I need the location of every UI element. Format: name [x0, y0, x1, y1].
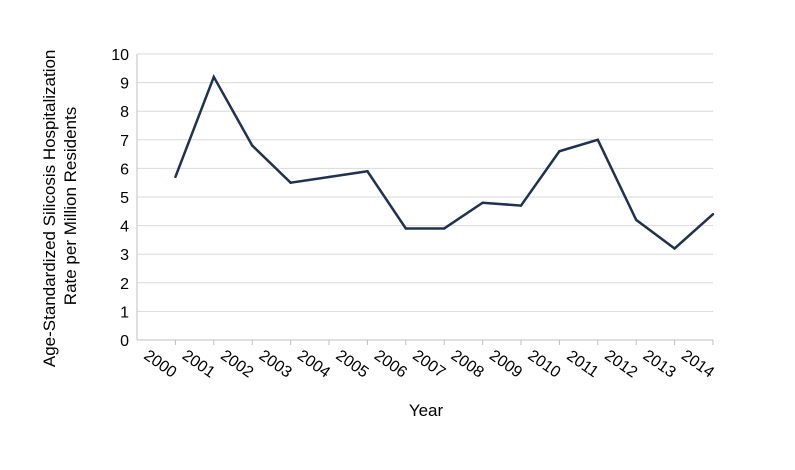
x-tick-label: 2009 — [486, 347, 525, 381]
data-point — [174, 175, 177, 179]
x-tick-label: 2000 — [141, 347, 180, 381]
data-point — [289, 181, 292, 184]
data-point — [251, 144, 254, 147]
y-tick-label: 6 — [120, 161, 129, 178]
data-point — [711, 212, 715, 216]
y-tick-label: 9 — [120, 76, 129, 93]
data-point — [366, 170, 369, 173]
x-tick-label: 2003 — [256, 347, 295, 381]
y-tick-label: 2 — [120, 276, 129, 293]
data-point — [443, 227, 446, 230]
y-tick-label: 10 — [111, 47, 129, 64]
y-axis-title: Age-Standardized Silicosis Hospitalizati… — [40, 45, 80, 367]
x-tick-label: 2001 — [179, 347, 218, 381]
y-tick-label: 3 — [120, 247, 129, 264]
x-tick-label: 2012 — [601, 347, 640, 381]
y-tick-label: 5 — [120, 190, 129, 207]
x-tick-label: 2008 — [448, 347, 487, 381]
x-tick-label: 2010 — [525, 347, 564, 381]
x-tick-label: 2014 — [678, 347, 717, 381]
y-tick-label: 0 — [120, 333, 129, 350]
axes — [136, 54, 713, 341]
data-point — [558, 150, 561, 153]
series-line — [174, 73, 714, 251]
y-axis-ticks: 0 1 2 3 4 5 6 7 8 9 10 — [111, 47, 129, 350]
data-point — [327, 175, 331, 179]
y-axis-title-line-2: Rate per Million Residents — [61, 107, 80, 305]
data-point — [481, 201, 484, 204]
x-tick-label: 2004 — [294, 347, 333, 381]
y-axis-title-line-1: Age-Standardized Silicosis Hospitalizati… — [40, 50, 59, 368]
data-point — [212, 75, 215, 79]
series-group — [174, 73, 715, 251]
x-tick-label: 2002 — [217, 347, 256, 381]
data-point — [673, 247, 676, 250]
y-tick-label: 4 — [120, 219, 129, 236]
data-point — [596, 138, 599, 141]
x-tick-label: 2011 — [563, 347, 601, 381]
x-axis-ticks: 2000 2001 2002 2003 2004 2005 2006 2007 2008 2009… — [141, 340, 717, 382]
y-tick-label: 8 — [120, 104, 129, 121]
x-tick-label: 2005 — [333, 347, 372, 381]
data-point — [404, 227, 407, 230]
x-tick-label: 2006 — [371, 347, 410, 381]
y-tick-label: 1 — [120, 304, 129, 321]
data-point — [519, 204, 523, 207]
gridlines — [137, 53, 713, 312]
y-tick-label: 7 — [120, 133, 129, 150]
x-axis-title: Year — [409, 401, 444, 420]
x-tick-label: 2013 — [640, 347, 679, 381]
data-point — [635, 218, 638, 222]
x-tick-label: 2007 — [409, 347, 448, 381]
